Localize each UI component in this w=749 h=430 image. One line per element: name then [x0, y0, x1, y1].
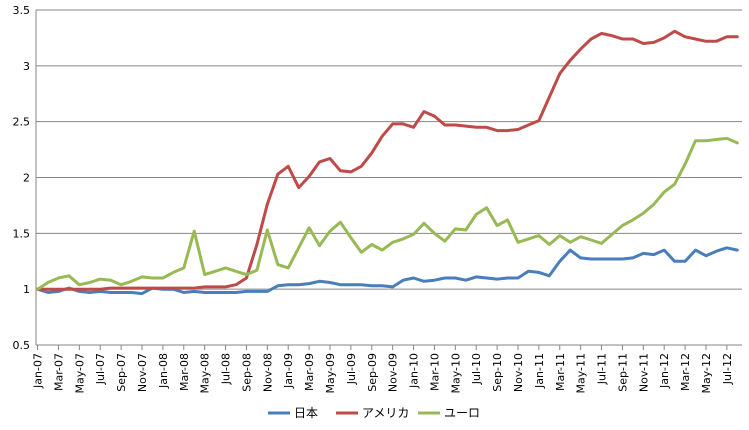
series-line-2	[36, 136, 739, 291]
x-tick-label: Nov-10	[512, 353, 525, 392]
x-tick-label: Nov-09	[387, 353, 400, 392]
series-lines	[36, 29, 739, 296]
x-tick-label: Mar-09	[303, 353, 316, 391]
x-tick-label: Sep-09	[366, 353, 379, 392]
x-tick-label: Sep-11	[616, 353, 629, 392]
y-tick-label: 2	[23, 172, 30, 185]
x-tick-label: Nov-07	[136, 353, 149, 392]
series-line-1	[36, 29, 739, 291]
x-tick-label: Jul-08	[220, 353, 233, 385]
legend-label-0: 日本	[294, 406, 318, 420]
x-tick-label: Nov-11	[637, 353, 650, 392]
x-tick-label: Jul-12	[721, 353, 734, 385]
y-tick-label: 3.5	[13, 4, 31, 17]
y-tick-label: 2.5	[13, 116, 31, 129]
x-tick-label: May-12	[700, 353, 713, 394]
x-tick-label: May-10	[449, 353, 462, 394]
x-tick-label: Jan-12	[658, 353, 671, 389]
x-tick-label: Sep-07	[115, 353, 128, 392]
x-tick-label: Mar-08	[178, 353, 191, 391]
y-tick-label: 1.5	[13, 227, 31, 240]
legend: 日本 アメリカ ユーロ	[268, 406, 480, 420]
x-tick-label: May-09	[324, 353, 337, 394]
x-tick-label: Mar-07	[52, 353, 65, 391]
x-tick-label: Jul-07	[94, 353, 107, 385]
x-tick-label: May-11	[575, 353, 588, 394]
x-tick-label: May-07	[73, 353, 86, 394]
x-tick-label: Jan-11	[533, 353, 546, 389]
x-tick-label: Jan-09	[282, 353, 295, 389]
x-tick-label: Mar-11	[554, 353, 567, 391]
x-tick-label: Jul-09	[345, 353, 358, 385]
x-tick-label: Nov-08	[261, 353, 274, 392]
x-tick-label: Jan-07	[32, 353, 45, 389]
x-tick-label: Jan-08	[157, 353, 170, 389]
legend-label-2: ユーロ	[444, 406, 480, 420]
x-tick-label: Sep-08	[240, 353, 253, 392]
x-tick-label: Jul-11	[596, 353, 609, 385]
x-tick-label: Mar-10	[428, 353, 441, 391]
y-tick-label: 3	[23, 60, 30, 73]
x-tick-label: May-08	[199, 353, 212, 394]
x-tick-label: Jul-10	[470, 353, 483, 385]
x-tick-label: Jan-10	[408, 353, 421, 389]
legend-label-1: アメリカ	[362, 406, 409, 420]
x-tick-label: Mar-12	[679, 353, 692, 391]
y-tick-label: 0.5	[13, 339, 31, 352]
x-tick-label: Sep-10	[491, 353, 504, 392]
y-tick-label: 1	[23, 283, 30, 296]
axes: 0.5 1 1.5 2 2.5 3 3.5 Jan-07 Mar-07 May-07 Jul-07 S…	[13, 4, 734, 394]
